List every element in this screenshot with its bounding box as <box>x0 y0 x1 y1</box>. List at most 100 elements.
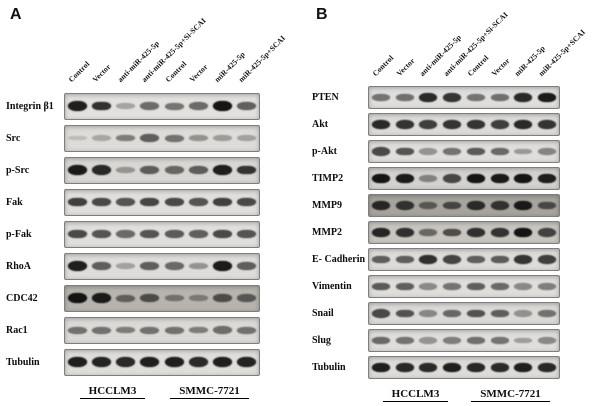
panel-a: A Control Vector anti-miR-425-5p anti-miR-4… <box>6 4 308 404</box>
blot-band <box>538 148 557 155</box>
blot-band <box>237 262 257 270</box>
blot-row: E- Cadherin <box>312 246 598 273</box>
blot-band <box>371 227 390 238</box>
blot-band <box>514 283 533 290</box>
blot-band <box>443 255 462 264</box>
blot-band <box>466 228 485 237</box>
blot-band <box>237 197 257 207</box>
blot-band <box>116 326 136 334</box>
blot-band <box>466 120 485 129</box>
blot-band <box>443 201 462 210</box>
blot-rows: PTEN Akt p-Akt TIMP2 MMP9 MMP2 E- Cadherin Vime… <box>312 84 598 381</box>
blot-strip <box>368 329 560 352</box>
blot-strip <box>64 316 260 344</box>
blot-band <box>371 309 390 318</box>
cell-line-label: HCCLM3 <box>382 388 449 402</box>
blot-band <box>490 201 509 210</box>
cell-line-label: HCCLM3 <box>79 385 146 399</box>
blot-band <box>538 228 557 237</box>
blot-band <box>237 326 257 334</box>
blot-row: Tubulin <box>6 346 308 378</box>
blot-band <box>140 294 160 302</box>
cell-line-label: SMMC-7721 <box>471 388 550 402</box>
blot-band <box>213 294 233 302</box>
blot-band <box>140 134 160 142</box>
blot-band <box>188 166 208 174</box>
blot-band <box>188 134 208 142</box>
protein-label: RhoA <box>6 260 32 272</box>
blot-band <box>237 102 257 110</box>
blot-band <box>164 294 184 302</box>
blot-band <box>188 230 208 238</box>
blot-row: RhoA <box>6 250 308 282</box>
blot-band <box>395 173 414 184</box>
blot-strip <box>368 221 560 244</box>
blot-band <box>91 262 111 270</box>
blot-strip <box>368 248 560 271</box>
blot-strip <box>64 284 260 312</box>
blot-band <box>490 362 509 373</box>
blot-band <box>213 165 233 175</box>
cell-line: HCCLM3 <box>64 381 161 399</box>
blot-band <box>466 173 485 184</box>
blot-band <box>116 198 136 206</box>
blot-band <box>443 93 462 102</box>
protein-label: MMP2 <box>312 227 342 238</box>
blot-band <box>237 230 257 238</box>
lane-label: Control <box>370 53 396 78</box>
blot-band <box>371 282 390 291</box>
blot-band <box>538 310 557 317</box>
blot-strip <box>64 252 260 280</box>
blot-row: Integrin β1 <box>6 90 308 122</box>
blot-strip <box>64 188 260 216</box>
blot-band <box>514 173 533 184</box>
blot-band <box>67 293 87 303</box>
cell-line-label: SMMC-7721 <box>170 385 249 399</box>
blot-band <box>514 310 533 317</box>
blot-band <box>419 92 438 103</box>
blot-band <box>213 357 233 367</box>
cell-line: SMMC-7721 <box>161 381 258 399</box>
blot-band <box>490 120 509 129</box>
blot-band <box>91 293 111 303</box>
blot-band <box>237 135 257 141</box>
blot-band <box>490 309 509 318</box>
blot-band <box>466 282 485 291</box>
blot-row: MMP9 <box>312 192 598 219</box>
blot-band <box>67 357 87 367</box>
blot-band <box>188 198 208 206</box>
protein-label: MMP9 <box>312 200 342 211</box>
lane-label: Control <box>465 53 491 78</box>
blot-band <box>164 326 184 334</box>
blot-band <box>466 255 485 264</box>
blot-strip <box>64 348 260 376</box>
blot-band <box>538 255 557 264</box>
blot-band <box>67 326 87 334</box>
protein-label: Snail <box>312 308 334 319</box>
cell-line: SMMC-7721 <box>463 384 558 402</box>
blot-row: Fak <box>6 186 308 218</box>
blot-row: MMP2 <box>312 219 598 246</box>
blot-band <box>514 255 533 264</box>
blot-band <box>466 201 485 210</box>
blot-band <box>490 228 509 237</box>
blot-row: Src <box>6 122 308 154</box>
blot-row: p-Fak <box>6 218 308 250</box>
blot-band <box>419 362 438 373</box>
blot-band <box>67 165 87 175</box>
blot-band <box>395 282 414 291</box>
blot-row: Tubulin <box>312 354 598 381</box>
blot-band <box>538 120 557 129</box>
blot-band <box>91 101 111 111</box>
panel-b: B Control Vector anti-miR-425-5p anti-miR-4… <box>312 4 598 404</box>
blot-band <box>140 166 160 174</box>
blot-band <box>443 283 462 290</box>
blot-strip <box>368 167 560 190</box>
blot-band <box>466 336 485 345</box>
blot-band <box>67 101 87 111</box>
blot-band <box>213 229 233 239</box>
blot-band <box>419 120 438 129</box>
lane-label: Vector <box>188 62 210 84</box>
blot-strip <box>368 302 560 325</box>
protein-label: PTEN <box>312 92 339 103</box>
